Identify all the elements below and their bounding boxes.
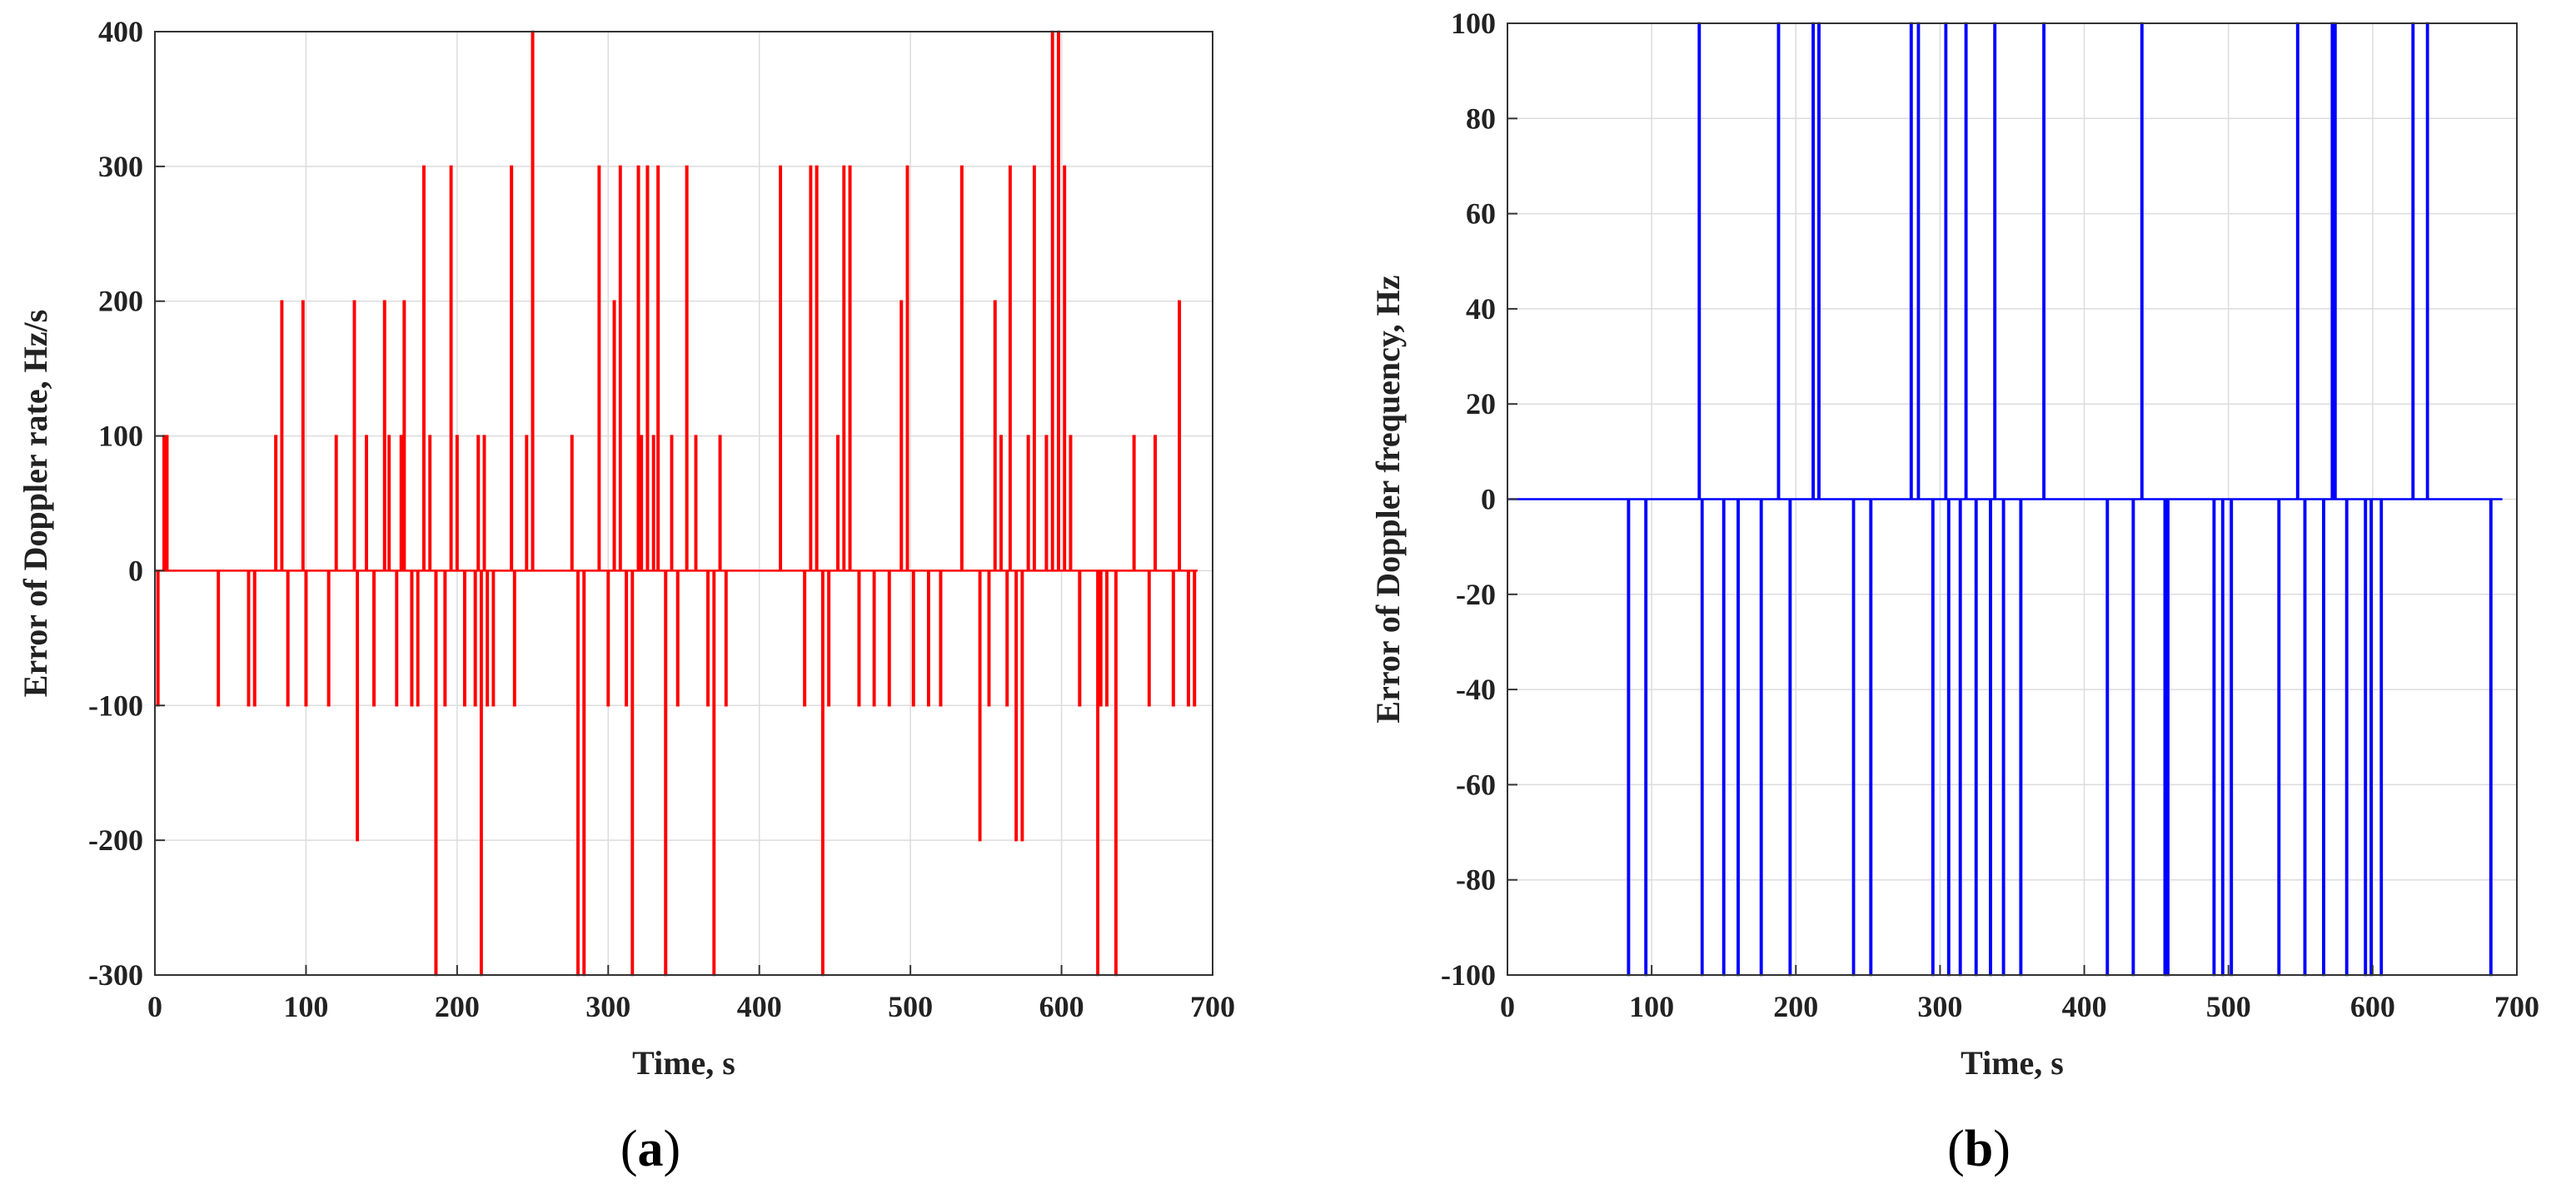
chart-b-x-tick-label-600: 600 (2350, 990, 2395, 1023)
chart-a-x-tick-label-100: 100 (283, 990, 328, 1023)
chart-a-tick-labels: 0 100 200 300 400 500 600 700 -300 -200 -100 0 100 20… (88, 15, 1235, 1023)
chart-b-x-tick-label-700: 700 (2494, 990, 2539, 1023)
chart-b: 0 100 200 300 400 500 600 700 -100 -80 -60 -40 -20 0 2… (1369, 7, 2539, 1177)
chart-b-series-line-0 (1507, 22, 2503, 977)
chart-a-y-tick-label--300: -300 (88, 958, 143, 992)
chart-b-x-tick-label-100: 100 (1629, 990, 1674, 1023)
chart-a-plot-frame (154, 31, 1213, 976)
chart-b-x-tick-label-400: 400 (2062, 990, 2107, 1023)
chart-b-panel-letter: b (1965, 1121, 1993, 1177)
chart-a-x-tick-label-300: 300 (585, 990, 630, 1023)
chart-b-y-tick-label--20: -20 (1456, 578, 1496, 611)
chart-b-y-tick-label-60: 60 (1466, 197, 1496, 231)
chart-a-x-tick-label-200: 200 (435, 990, 480, 1023)
chart-a: 0 100 200 300 400 500 600 700 -300 -200 -100 0 100 20… (17, 15, 1235, 1177)
chart-a-x-tick-label-600: 600 (1039, 990, 1084, 1023)
chart-a-y-tick-label-200: 200 (98, 285, 143, 318)
chart-a-x-axis-label: Time, s (632, 1044, 735, 1082)
chart-b-y-tick-label--60: -60 (1456, 768, 1496, 801)
chart-b-y-tick-label--40: -40 (1456, 673, 1496, 706)
chart-b-series (1507, 22, 2503, 977)
chart-a-panel-label: (a) (620, 1121, 680, 1177)
chart-a-y-axis-label: Error of Doppler rate, Hz/s (17, 310, 54, 697)
chart-a-y-tick-label-400: 400 (98, 15, 143, 48)
chart-b-x-tick-label-300: 300 (1917, 990, 1962, 1023)
chart-a-y-tick-label-300: 300 (98, 150, 143, 183)
chart-b-y-tick-label-20: 20 (1466, 387, 1496, 420)
chart-b-y-axis-label: Error of Doppler frequency, Hz (1369, 275, 1407, 723)
chart-a-x-tick-label-500: 500 (888, 990, 933, 1023)
chart-b-y-tick-label-100: 100 (1451, 7, 1496, 40)
chart-b-x-axis-label: Time, s (1961, 1044, 2064, 1082)
chart-b-y-tick-label-40: 40 (1466, 292, 1496, 326)
chart-b-x-tick-label-0: 0 (1500, 990, 1515, 1023)
chart-a-x-tick-label-700: 700 (1190, 990, 1235, 1023)
chart-a-series-line-0 (155, 30, 1198, 977)
chart-a-x-tick-label-0: 0 (147, 990, 162, 1023)
chart-a-y-tick-label--100: -100 (88, 689, 143, 722)
chart-a-y-tick-label--200: -200 (88, 823, 143, 857)
chart-a-x-tick-label-400: 400 (737, 990, 782, 1023)
chart-a-panel-letter: a (638, 1121, 664, 1177)
chart-b-x-tick-label-500: 500 (2206, 990, 2251, 1023)
chart-b-y-tick-label-0: 0 (1481, 483, 1496, 516)
chart-a-y-tick-label-100: 100 (98, 420, 143, 453)
chart-b-tick-labels: 0 100 200 300 400 500 600 700 -100 -80 -60 -40 -20 0 2… (1441, 7, 2539, 1023)
chart-a-series (155, 30, 1198, 977)
chart-a-y-tick-label-0: 0 (128, 554, 143, 587)
chart-b-panel-label: (b) (1947, 1121, 2010, 1177)
chart-b-y-tick-label--100: -100 (1441, 958, 1496, 992)
chart-b-x-tick-label-200: 200 (1773, 990, 1818, 1023)
chart-b-y-tick-label-80: 80 (1466, 102, 1496, 135)
chart-b-y-tick-label--80: -80 (1456, 863, 1496, 897)
